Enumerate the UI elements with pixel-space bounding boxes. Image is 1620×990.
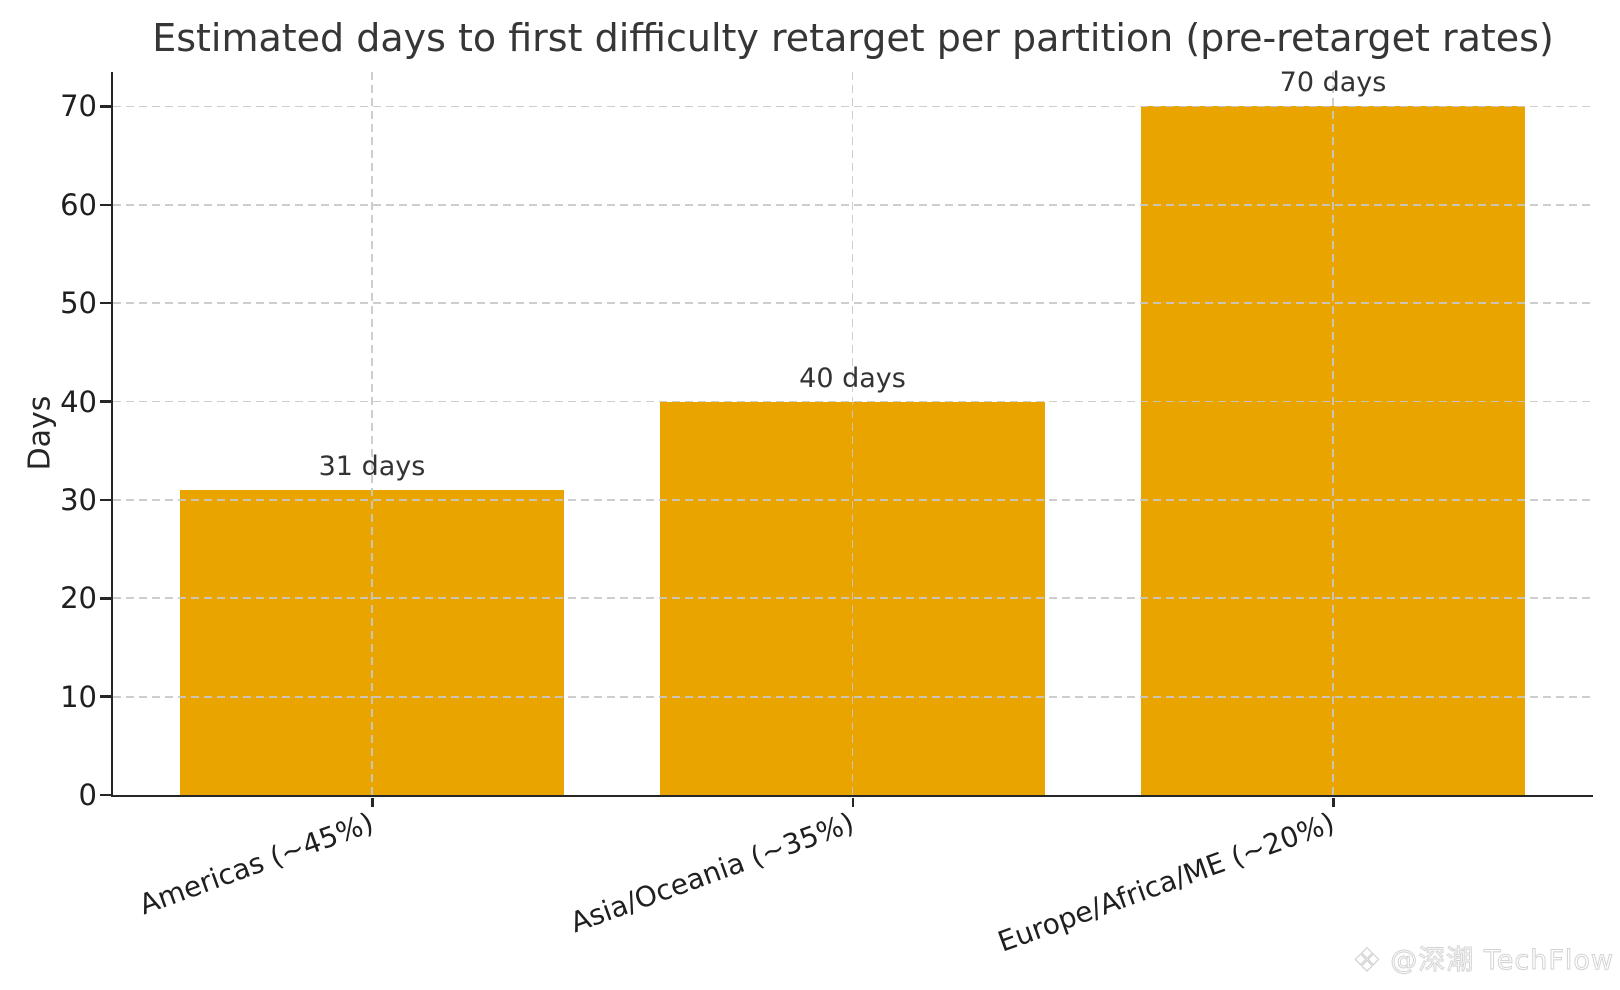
horizontal-gridline: [112, 400, 1593, 403]
y-tick-label: 0: [78, 778, 97, 812]
x-axis-category-label: Asia/Oceania (~35%): [565, 806, 859, 940]
x-tick-mark: [1332, 797, 1335, 807]
y-tick-mark: [100, 203, 111, 207]
vertical-gridline: [371, 72, 373, 795]
horizontal-gridline: [112, 499, 1593, 501]
y-tick-label: 50: [60, 286, 97, 321]
bar-value-label: 40 days: [799, 362, 906, 394]
vertical-gridline: [851, 72, 854, 795]
y-tick-label: 40: [60, 384, 97, 419]
y-tick-label: 10: [60, 679, 97, 714]
x-tick-mark: [371, 797, 374, 807]
y-tick-mark: [100, 400, 111, 403]
y-tick-label: 20: [60, 581, 97, 616]
bar-value-label: 31 days: [318, 451, 426, 483]
horizontal-gridline: [112, 695, 1593, 698]
y-tick-label: 70: [60, 89, 97, 124]
y-tick-mark: [100, 695, 111, 698]
chart-title: Estimated days to first difficulty retar…: [152, 16, 1554, 60]
horizontal-gridline: [112, 203, 1593, 206]
vertical-gridline: [1332, 72, 1334, 795]
plot-area: 31 days 40 days 70 days: [110, 67, 1593, 797]
x-tick-mark: [851, 797, 855, 807]
watermark-text: @深潮 TechFlow: [1390, 945, 1614, 977]
horizontal-gridline: [112, 302, 1593, 305]
watermark: ❖ @深潮 TechFlow: [1352, 938, 1614, 980]
y-tick-mark: [100, 597, 111, 600]
y-tick-mark: [100, 498, 111, 502]
y-tick-mark: [100, 793, 111, 797]
horizontal-gridline: [112, 105, 1593, 108]
x-axis-category-label: Europe/Africa/ME (~20%): [993, 806, 1339, 959]
techflow-logo-icon: ❖: [1352, 941, 1383, 980]
y-tick-label: 60: [60, 187, 97, 222]
y-tick-label: 30: [60, 482, 97, 517]
x-axis-category-label: Americas (~45%): [134, 806, 378, 922]
y-tick-mark: [100, 301, 111, 305]
bar-value-label: 70 days: [1279, 67, 1387, 99]
horizontal-gridline: [112, 597, 1593, 600]
y-tick-mark: [100, 105, 111, 108]
